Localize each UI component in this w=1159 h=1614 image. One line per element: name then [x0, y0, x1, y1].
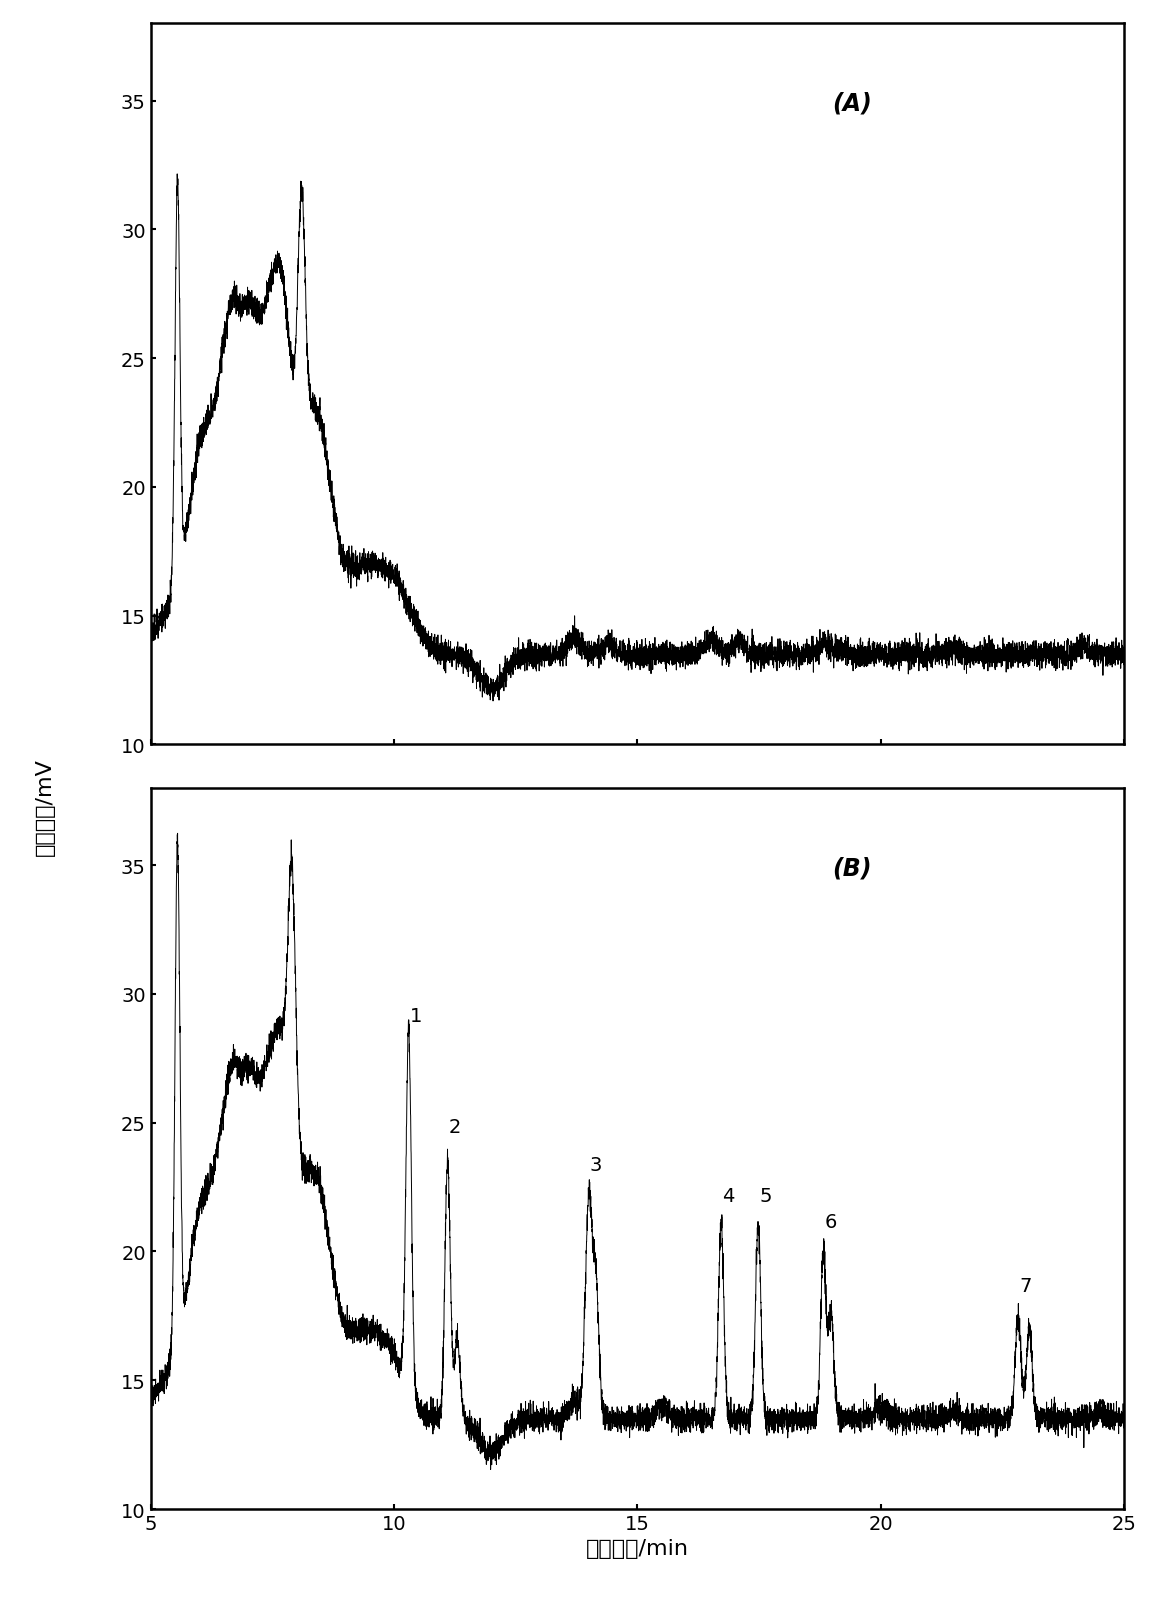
Text: 4: 4: [722, 1186, 735, 1206]
Text: 2: 2: [449, 1117, 461, 1136]
Text: (A): (A): [832, 92, 872, 116]
Text: 3: 3: [590, 1156, 603, 1175]
X-axis label: 保留时间/min: 保留时间/min: [586, 1538, 688, 1559]
Text: (B): (B): [832, 855, 872, 880]
Text: 6: 6: [824, 1212, 837, 1231]
Text: 信号强度/mV: 信号强度/mV: [35, 759, 54, 855]
Text: 1: 1: [409, 1006, 422, 1025]
Text: 5: 5: [759, 1186, 772, 1206]
Text: 7: 7: [1019, 1277, 1032, 1296]
